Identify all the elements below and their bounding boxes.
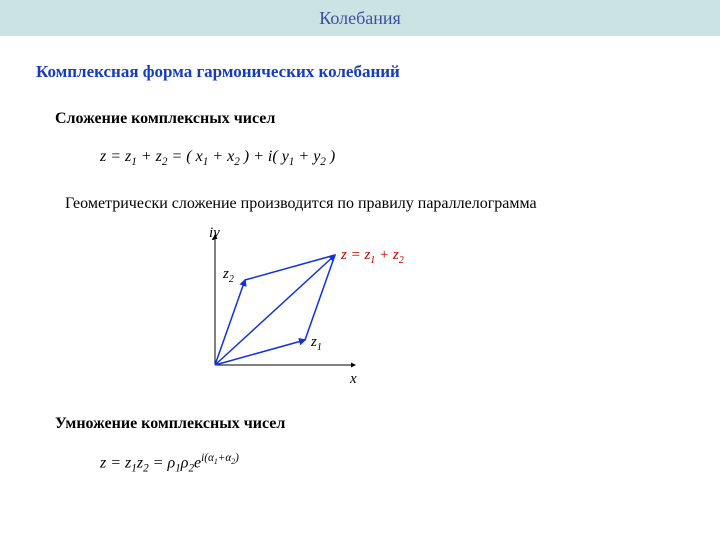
banner-text: Колебания: [319, 8, 401, 28]
subtitle-text: Комплексная форма гармонических колебани…: [36, 62, 400, 81]
slide-subtitle: Комплексная форма гармонических колебани…: [36, 62, 400, 82]
section2-heading: Умножение комплексных чисел: [55, 415, 285, 433]
formula-multiplication: z = z1z2 = ρ1ρ2ei(α1+α2): [100, 452, 239, 475]
label-y-axis: iy: [209, 225, 220, 241]
slide-banner: Колебания: [0, 0, 720, 36]
label-zsum: z = z1 + z2: [340, 247, 404, 266]
label-x-axis: x: [349, 371, 357, 387]
label-z1: z1: [310, 334, 322, 353]
section1-heading: Сложение комплексных чисел: [55, 110, 275, 128]
section1-paragraph: Геометрически сложение производится по п…: [65, 195, 537, 213]
label-z2: z2: [222, 266, 234, 285]
parallelogram-diagram: x iy z1 z2 z = z1 + z2: [185, 225, 445, 395]
formula-addition: z = z1 + z2 = ( x1 + x2 ) + i( y1 + y2 ): [100, 148, 335, 168]
